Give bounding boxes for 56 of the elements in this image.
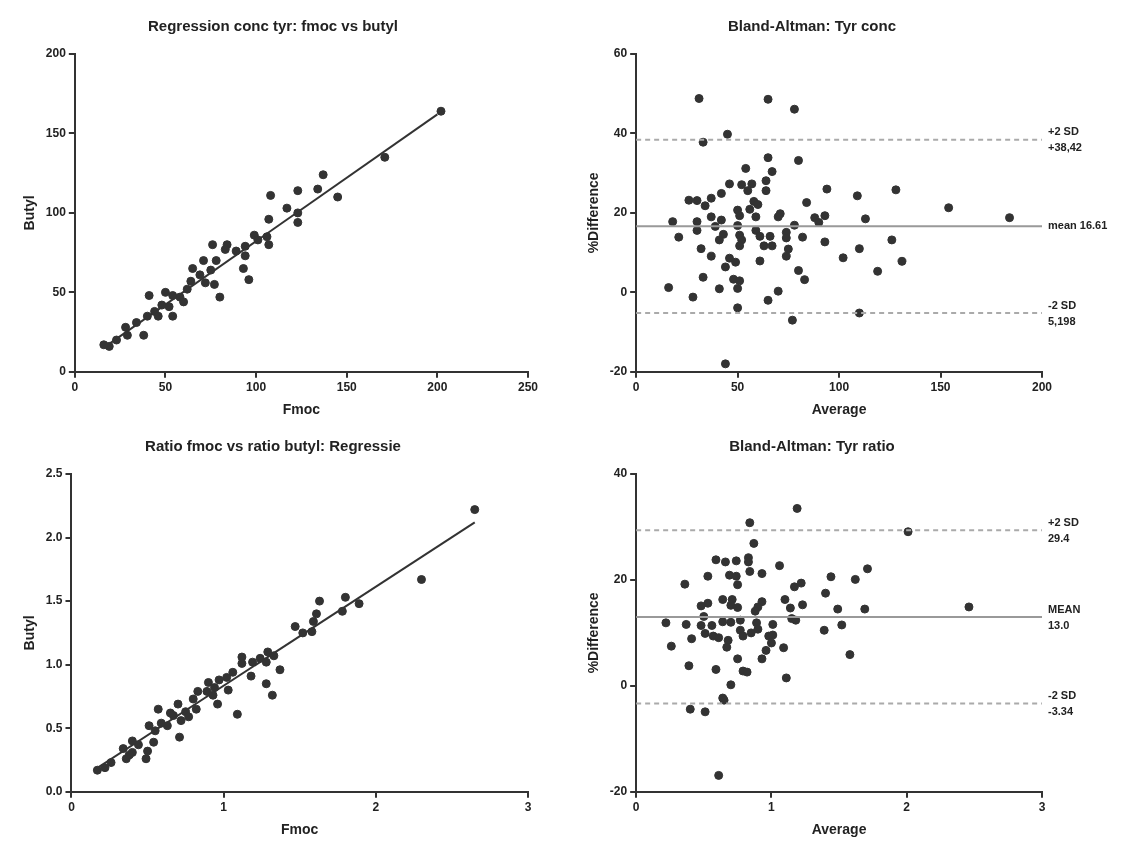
x-tick-label: 3: [524, 800, 532, 815]
x-tick-label: 200: [1031, 380, 1053, 395]
x-tick-label: 250: [517, 380, 539, 395]
x-tick-label: 3: [1038, 800, 1046, 815]
x-tick-label: 50: [158, 380, 173, 395]
x-tick-label: 0: [71, 380, 79, 395]
chart-title: Regression conc tyr: fmoc vs butyl: [147, 17, 399, 35]
x-tick-label: 0: [632, 800, 640, 815]
x-axis-title: Average: [811, 821, 867, 838]
y-tick-label: 0: [59, 364, 67, 379]
y-tick-label: 2.5: [45, 466, 63, 481]
y-axis-title: Butyl: [21, 615, 38, 651]
y-tick-label: 50: [52, 284, 67, 299]
y-axis-title: %Difference: [585, 172, 602, 254]
ref-line-label: +2 SD +38,42: [1048, 125, 1082, 154]
x-tick-label: 150: [336, 380, 358, 395]
x-tick-label: 50: [730, 380, 745, 395]
y-tick-label: 20: [613, 205, 628, 220]
x-tick-label: 2: [372, 800, 380, 815]
y-tick-label: 40: [613, 466, 628, 481]
x-tick-label: 1: [768, 800, 776, 815]
x-tick-label: 1: [220, 800, 228, 815]
x-axis-title: Fmoc: [281, 821, 319, 838]
x-tick-label: 100: [246, 380, 267, 395]
y-tick-label: 150: [45, 125, 67, 140]
ref-line-label: MEAN 13.0: [1048, 602, 1081, 631]
ref-line-label: -2 SD -3.34: [1048, 689, 1077, 718]
y-tick-label: 100: [45, 205, 67, 220]
y-tick-label: 20: [613, 572, 628, 587]
y-tick-label: 0.5: [45, 720, 63, 735]
x-tick-label: 0: [632, 380, 640, 395]
x-axis-title: Fmoc: [282, 401, 321, 418]
y-tick-label: -20: [609, 364, 628, 379]
chart-title: Ratio fmoc vs ratio butyl: Regressie: [145, 437, 401, 455]
y-axis-title: %Difference: [585, 592, 602, 674]
y-tick-label: 40: [613, 125, 628, 140]
y-tick-label: 2.0: [45, 529, 63, 544]
ref-line-label: +2 SD 29.4: [1048, 515, 1079, 544]
y-tick-label: 200: [45, 46, 67, 61]
ref-line-label: mean 16.61: [1048, 219, 1108, 232]
ref-line-label: -2 SD 5,198: [1048, 298, 1077, 327]
y-tick-label: 1.0: [45, 656, 63, 671]
y-tick-label: 0: [620, 284, 628, 299]
y-tick-label: -20: [609, 784, 628, 799]
y-tick-label: 0.0: [45, 784, 63, 799]
y-axis-title: Butyl: [21, 195, 38, 231]
x-tick-label: 150: [930, 380, 951, 395]
y-tick-label: 60: [613, 46, 628, 61]
x-tick-label: 200: [427, 380, 448, 395]
x-tick-label: 100: [829, 380, 850, 395]
y-tick-label: 0: [620, 678, 628, 693]
chart-title: Bland-Altman: Tyr ratio: [729, 437, 895, 455]
x-axis-title: Average: [811, 401, 867, 418]
x-tick-label: 2: [903, 800, 911, 815]
y-tick-label: 1.5: [45, 593, 63, 608]
chart-title: Bland-Altman: Tyr conc: [727, 17, 897, 35]
